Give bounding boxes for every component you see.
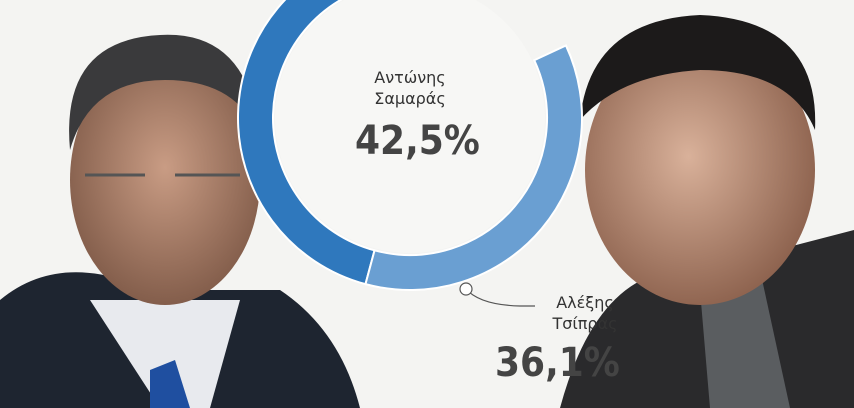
clipping: Αντώνης Σαμαράς 42,5% Αλέξης Τσίπρας 36,… xyxy=(0,0,854,408)
value-label: 36,1% xyxy=(495,340,620,386)
label-name: Αλέξης Τσίπρας xyxy=(530,292,640,334)
leader-dot xyxy=(460,283,472,295)
label-name: Αντώνης Σαμαράς xyxy=(350,67,470,109)
value-label: 42,5% xyxy=(355,118,480,164)
chart xyxy=(0,0,854,408)
leader-line xyxy=(466,289,535,306)
